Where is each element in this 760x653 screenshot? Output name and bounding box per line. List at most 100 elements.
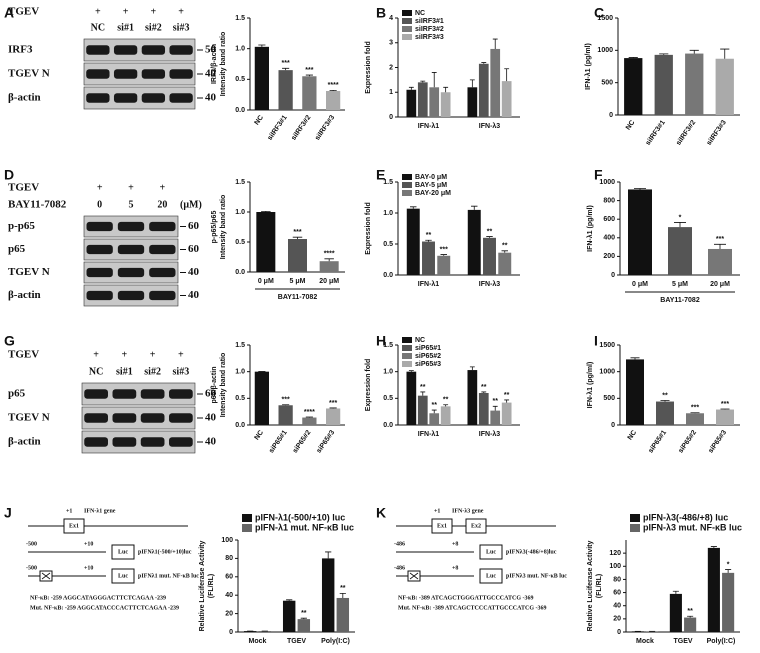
y-tick-label: 1.5 bbox=[235, 15, 245, 22]
reporter-box bbox=[479, 544, 503, 560]
mutation-mark bbox=[409, 572, 419, 580]
reporter-label: Luc bbox=[118, 549, 128, 555]
y-axis-label: IFN-λ1 (pg/ml) bbox=[584, 43, 592, 90]
legend-swatch bbox=[402, 190, 412, 196]
y-tick-label: 0 bbox=[617, 629, 621, 636]
reporter-label: Luc bbox=[486, 573, 496, 579]
bar bbox=[490, 48, 501, 117]
panel-label: B bbox=[376, 5, 386, 21]
significance: *** bbox=[282, 397, 290, 404]
construct-end: +10 bbox=[84, 565, 93, 571]
error-bar bbox=[471, 205, 478, 210]
error-bar bbox=[325, 551, 332, 559]
y-tick-label: 0 bbox=[609, 112, 613, 119]
blot-band bbox=[169, 45, 193, 55]
significance: **** bbox=[328, 82, 339, 89]
y-axis-label: Intensity band ratio bbox=[220, 353, 227, 418]
y-tick-label: 40 bbox=[225, 592, 233, 599]
reporter-label: Luc bbox=[486, 549, 496, 555]
legend-label: NC bbox=[415, 10, 425, 17]
blot-band bbox=[169, 69, 193, 79]
error-bar bbox=[408, 86, 414, 90]
y-tick-label: 200 bbox=[603, 253, 615, 260]
blot-lane-label: si#2 bbox=[144, 366, 161, 377]
blot-band bbox=[86, 45, 110, 55]
legend-label: siP65#3 bbox=[415, 361, 441, 368]
gene-name: IFN-λ3 gene bbox=[452, 508, 484, 514]
x-axis-label: BAY11-7082 bbox=[660, 297, 700, 304]
blot-band bbox=[84, 389, 108, 399]
panel-label: G bbox=[4, 333, 15, 349]
blot-row-label: TGEV N bbox=[8, 412, 50, 424]
blot-band bbox=[169, 413, 193, 423]
x-tick-label: NC bbox=[625, 119, 637, 131]
blot-lane-label: si#3 bbox=[173, 366, 190, 377]
bar bbox=[708, 248, 732, 275]
blot-band bbox=[112, 437, 137, 447]
bar bbox=[498, 252, 512, 275]
y-axis-label: IRF3/β-actin bbox=[211, 44, 218, 84]
bar bbox=[429, 87, 440, 117]
blot-lane-label: + bbox=[151, 6, 157, 17]
error-bar bbox=[714, 243, 726, 249]
construct-start: -486 bbox=[394, 565, 405, 571]
y-tick-label: 60 bbox=[613, 589, 621, 596]
blot-band bbox=[141, 93, 166, 103]
gene-name: IFN-λ1 gene bbox=[84, 508, 116, 514]
blot-row bbox=[83, 38, 196, 62]
error-bar bbox=[492, 405, 498, 411]
x-tick-label: siP65#2 bbox=[292, 429, 313, 454]
bar bbox=[288, 239, 307, 272]
bar bbox=[417, 82, 428, 117]
y-tick-label: 0.0 bbox=[383, 272, 393, 279]
sequence: Mut. NF-κB: -259 AGGCATACCCACTTCTCAGAA -… bbox=[30, 605, 179, 611]
y-axis-label: Relative Luciferase Activity bbox=[587, 541, 594, 632]
legend-swatch bbox=[402, 182, 412, 188]
error-bar bbox=[300, 617, 307, 620]
blot-lane-label: 5 bbox=[129, 199, 134, 210]
size-marker: 40 bbox=[205, 412, 217, 424]
legend-label: pIFN-λ1(-500/+10) luc bbox=[255, 512, 345, 522]
y-tick-label: 800 bbox=[603, 197, 615, 204]
y-tick-label: 1.0 bbox=[383, 210, 393, 217]
y-tick-label: 20 bbox=[613, 616, 621, 623]
y-axis-label: p-p65/p65 bbox=[211, 211, 218, 244]
exon bbox=[431, 518, 453, 534]
blot-band bbox=[86, 69, 110, 79]
bar bbox=[669, 593, 682, 632]
blot-band bbox=[149, 267, 176, 278]
bar bbox=[483, 237, 496, 275]
construct-end: +8 bbox=[452, 565, 458, 571]
bar bbox=[422, 241, 435, 275]
blot-lane-label: + bbox=[95, 6, 101, 17]
bar bbox=[326, 408, 341, 425]
error-bar bbox=[481, 62, 487, 64]
x-tick-label: Mock bbox=[249, 638, 267, 645]
y-tick-label: 0.5 bbox=[235, 395, 245, 402]
exon-label: Ex2 bbox=[471, 523, 481, 529]
y-tick-label: 0.0 bbox=[235, 269, 245, 276]
bar bbox=[467, 370, 478, 425]
y-axis-label: Expression fold bbox=[365, 359, 372, 412]
construct-start: -500 bbox=[26, 565, 37, 571]
x-tick-label: IFN-λ1 bbox=[418, 122, 440, 130]
significance: ** bbox=[687, 608, 693, 615]
mutation-mark bbox=[41, 572, 51, 580]
legend-label: siP65#1 bbox=[415, 345, 441, 352]
sequence: NF-κB: -259 AGGCATAGGGACTTCTCAGAA -239 bbox=[30, 595, 166, 601]
legend-label: pIFN-λ3 mut. NF-κB luc bbox=[643, 522, 742, 532]
bar bbox=[686, 413, 704, 425]
y-tick-label: 0.5 bbox=[383, 395, 393, 402]
x-tick-label: Mock bbox=[636, 638, 654, 645]
size-marker: 40 bbox=[188, 266, 200, 278]
bar bbox=[278, 70, 293, 110]
bar bbox=[716, 409, 734, 425]
y-tick-label: 1.5 bbox=[235, 179, 245, 186]
significance: *** bbox=[293, 229, 301, 236]
significance: ** bbox=[340, 585, 346, 592]
x-tick-label: NC bbox=[253, 114, 265, 126]
bar bbox=[501, 402, 512, 425]
blot-band bbox=[141, 45, 166, 55]
blot-band bbox=[112, 413, 137, 423]
